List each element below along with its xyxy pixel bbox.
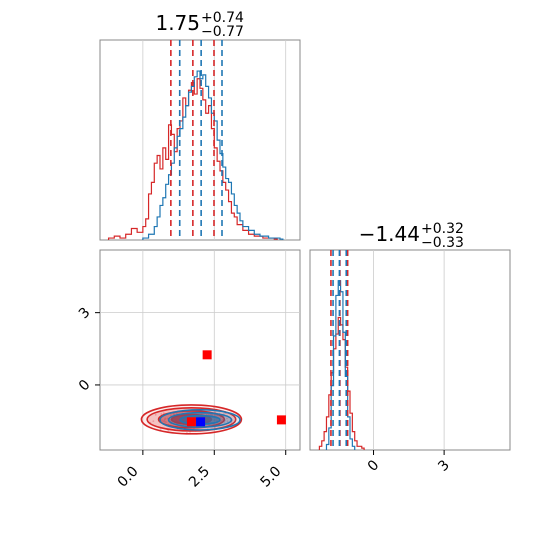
joint-sample-point (154, 413, 157, 416)
joint-sample-point (165, 421, 167, 424)
x-marginal-histogram-line (107, 78, 278, 240)
y-marginal-grid (373, 250, 445, 450)
joint-sample-point (162, 420, 165, 423)
x-marginal-title-upper-error: +0.74 (201, 10, 244, 26)
joint-sample-point (210, 413, 212, 416)
joint-x-tick-label: 0.0 (115, 464, 142, 491)
joint-marker (202, 350, 212, 360)
joint-sample-point (169, 414, 172, 417)
x-marginal-quantile-lines (170, 40, 223, 240)
x-marginal-title-lower-error: −0.77 (201, 24, 244, 40)
x-marginal-series (107, 70, 284, 240)
x-marginal-histogram-line (142, 70, 284, 240)
y-marginal-tick-label: 0 (365, 457, 383, 475)
joint-x-tick-label: 5.0 (257, 464, 284, 491)
joint-contours (140, 404, 243, 435)
joint-marker (186, 417, 196, 427)
joint-marker (276, 415, 286, 425)
joint-marker (196, 417, 206, 427)
y-marginal-title-value: −1.44 (359, 222, 420, 246)
x-marginal-frame (99, 39, 301, 241)
joint-scatter-panel: 0.0 2.5 5.0 03 (76, 249, 301, 491)
joint-y-tick-label: 0 (76, 377, 94, 395)
joint-sample-point (226, 417, 228, 420)
joint-sample-point (163, 419, 166, 422)
y-marginal-tick-label: 3 (435, 457, 453, 475)
joint-sample-point (164, 417, 167, 420)
y-marginal-title-upper-error: +0.32 (421, 221, 464, 237)
x-marginal-histogram: 1.75 +0.74 −0.77 (99, 10, 301, 241)
joint-markers (186, 350, 286, 427)
joint-y-tick-label: 3 (76, 305, 94, 323)
joint-sample-point (161, 419, 163, 422)
y-marginal-frame (309, 249, 511, 451)
y-marginal-quantile-lines (330, 250, 349, 450)
joint-sample-point (220, 419, 223, 422)
joint-x-tick-label: 2.5 (186, 464, 213, 491)
y-marginal-title-lower-error: −0.33 (421, 235, 464, 251)
joint-sample-point (160, 413, 163, 415)
x-marginal-title-value: 1.75 (155, 11, 200, 35)
joint-sample-point (152, 420, 155, 423)
joint-y-ticks: 03 (76, 305, 100, 395)
joint-sample-point (159, 428, 162, 431)
joint-x-ticks: 0.0 2.5 5.0 (115, 450, 287, 491)
joint-sample-point (226, 420, 229, 423)
joint-sample-point (214, 426, 216, 429)
joint-sample-point (162, 412, 165, 415)
